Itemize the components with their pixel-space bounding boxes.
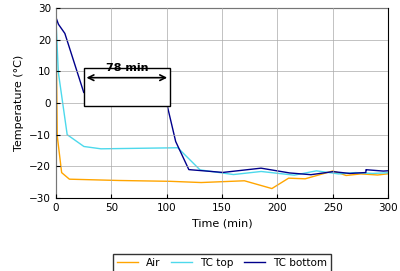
Air — [379, 173, 384, 176]
Air — [269, 187, 274, 190]
TC top — [92, 146, 96, 150]
Bar — [84, 68, 170, 106]
TC top — [54, 19, 58, 22]
TC top — [386, 171, 390, 175]
TC top — [195, 166, 200, 169]
TC bottom — [344, 172, 348, 175]
TC top — [344, 172, 348, 175]
TC top — [292, 174, 296, 177]
Air — [386, 172, 390, 175]
TC top — [181, 152, 186, 155]
TC bottom — [111, 95, 116, 98]
TC bottom — [379, 169, 384, 173]
Legend: Air, TC top, TC bottom: Air, TC top, TC bottom — [113, 254, 331, 271]
X-axis label: Time (min): Time (min) — [192, 218, 252, 228]
Y-axis label: Temperature (°C): Temperature (°C) — [14, 55, 24, 151]
Line: Air: Air — [56, 24, 388, 189]
Air — [111, 179, 116, 182]
TC bottom — [54, 16, 58, 19]
Air — [344, 174, 348, 177]
Text: 78 min: 78 min — [106, 63, 148, 73]
TC bottom — [308, 173, 313, 176]
Air — [195, 181, 200, 184]
TC bottom — [92, 92, 96, 95]
Air — [54, 22, 58, 25]
Line: TC bottom: TC bottom — [56, 18, 388, 175]
Line: TC top: TC top — [56, 21, 388, 175]
Air — [92, 178, 96, 182]
Air — [181, 180, 186, 183]
TC bottom — [195, 169, 200, 172]
TC top — [379, 172, 384, 175]
TC top — [111, 147, 116, 150]
TC bottom — [181, 156, 186, 159]
TC bottom — [386, 169, 390, 172]
